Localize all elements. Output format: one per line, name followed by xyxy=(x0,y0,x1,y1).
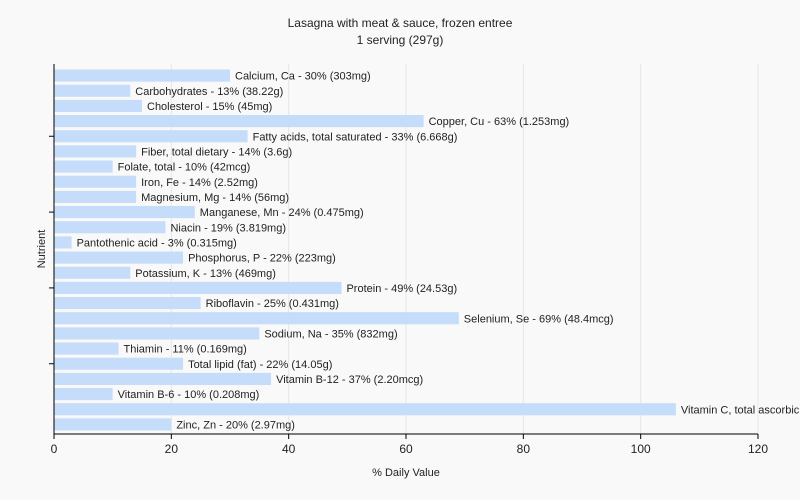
bar-label: Zinc, Zn - 20% (2.97mg) xyxy=(176,419,295,431)
bar-label: Fatty acids, total saturated - 33% (6.66… xyxy=(253,131,458,143)
bar-label: Protein - 49% (24.53g) xyxy=(346,283,457,295)
bar-label: Manganese, Mn - 24% (0.475mg) xyxy=(200,207,364,219)
bar-label: Fiber, total dietary - 14% (3.6g) xyxy=(141,146,292,158)
bar xyxy=(54,160,113,173)
bar xyxy=(54,357,184,370)
bar-label: Riboflavin - 25% (0.431mg) xyxy=(206,298,339,310)
bar-label: Niacin - 19% (3.819mg) xyxy=(170,222,286,234)
chart-title: Lasagna with meat & sauce, frozen entree xyxy=(287,16,513,30)
bar-label: Total lipid (fat) - 22% (14.05g) xyxy=(188,359,332,371)
bar xyxy=(54,236,72,249)
x-tick-label: 40 xyxy=(282,442,296,456)
bar xyxy=(54,115,424,128)
x-tick-label: 120 xyxy=(748,442,768,456)
bar xyxy=(54,221,166,234)
bar xyxy=(54,175,137,188)
bar xyxy=(54,312,459,325)
x-tick-label: 100 xyxy=(631,442,651,456)
bar xyxy=(54,130,248,143)
bar-label: Phosphorus, P - 22% (223mg) xyxy=(188,253,336,265)
chart-subtitle: 1 serving (297g) xyxy=(356,33,444,47)
bar xyxy=(54,342,119,355)
bar xyxy=(54,388,113,401)
x-tick-label: 80 xyxy=(517,442,531,456)
bar xyxy=(54,84,131,97)
bar-label: Magnesium, Mg - 14% (56mg) xyxy=(141,192,289,204)
bar xyxy=(54,190,137,203)
bar xyxy=(54,266,131,279)
bar-label: Vitamin C, total ascorbic acid - 106% (6… xyxy=(681,404,800,416)
bar-label: Vitamin B-6 - 10% (0.208mg) xyxy=(118,389,260,401)
bar xyxy=(54,69,230,82)
bar-label: Pantothenic acid - 3% (0.315mg) xyxy=(77,237,237,249)
bar-label: Folate, total - 10% (42mcg) xyxy=(118,162,251,174)
bar xyxy=(54,251,184,264)
bar xyxy=(54,206,195,219)
bar xyxy=(54,372,272,385)
y-axis-title: Nutrient xyxy=(36,230,48,269)
bar xyxy=(54,145,137,158)
bar-label: Copper, Cu - 63% (1.253mg) xyxy=(429,116,570,128)
bar xyxy=(54,327,260,340)
bar-label: Vitamin B-12 - 37% (2.20mcg) xyxy=(276,374,423,386)
bar-label: Sodium, Na - 35% (832mg) xyxy=(264,328,397,340)
bar-label: Carbohydrates - 13% (38.22g) xyxy=(135,86,283,98)
x-tick-label: 20 xyxy=(165,442,179,456)
bar xyxy=(54,281,342,294)
bar-label: Iron, Fe - 14% (2.52mg) xyxy=(141,177,258,189)
bar-label: Calcium, Ca - 30% (303mg) xyxy=(235,71,371,83)
bar xyxy=(54,418,172,431)
x-axis-title: % Daily Value xyxy=(372,467,440,479)
x-tick-label: 0 xyxy=(51,442,58,456)
bar xyxy=(54,99,142,112)
bar-label: Thiamin - 11% (0.169mg) xyxy=(124,344,247,356)
bar-label: Selenium, Se - 69% (48.4mcg) xyxy=(464,313,614,325)
bar-label: Cholesterol - 15% (45mg) xyxy=(147,101,272,113)
x-tick-label: 60 xyxy=(399,442,413,456)
bar-label: Potassium, K - 13% (469mg) xyxy=(135,268,276,280)
bar xyxy=(54,297,201,310)
bar xyxy=(54,403,676,416)
